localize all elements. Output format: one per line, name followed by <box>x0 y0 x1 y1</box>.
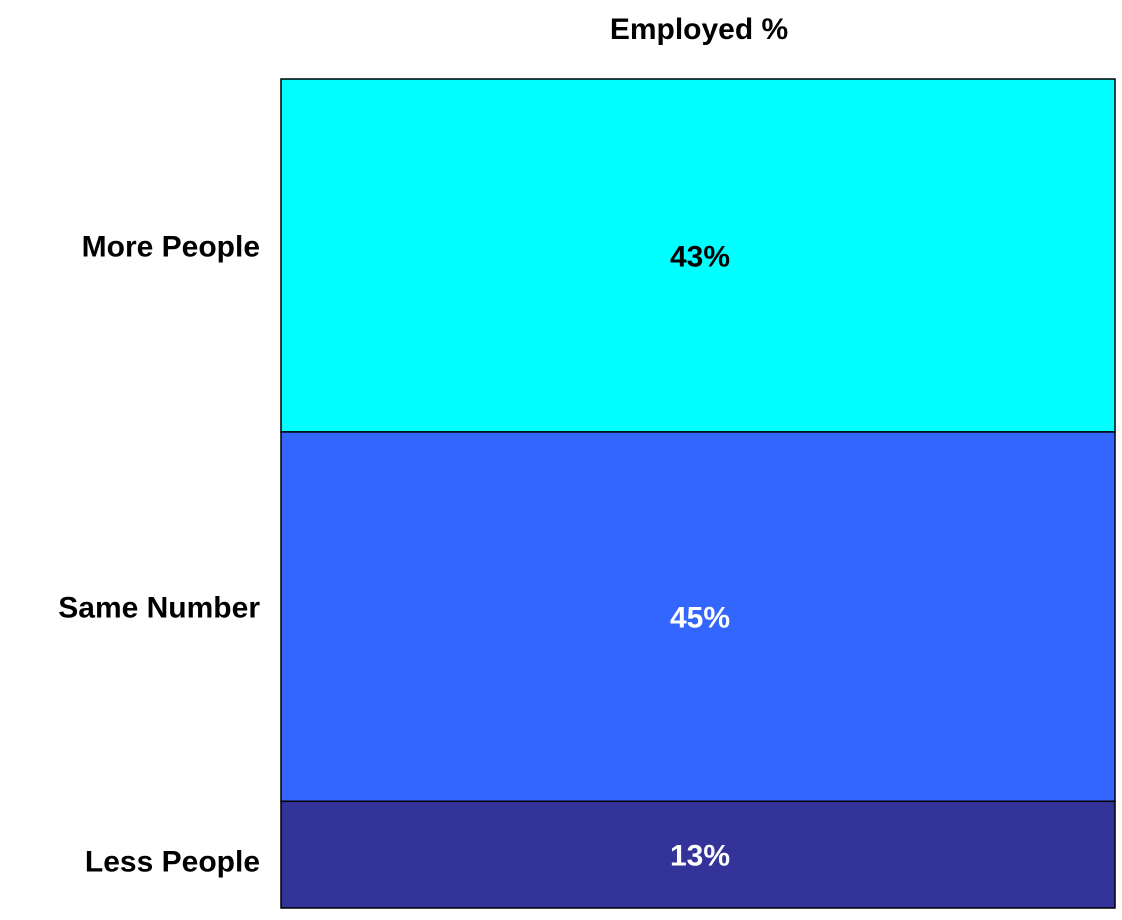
data-labels: 43% 45% 13% <box>670 240 730 872</box>
data-label-less-people: 13% <box>670 840 730 873</box>
bar-segments <box>280 78 1116 909</box>
bar-segment-more-people <box>280 78 1116 433</box>
category-label-same-number: Same Number <box>58 592 260 625</box>
chart-title: Employed % <box>610 13 788 46</box>
category-label-more-people: More People <box>82 230 260 263</box>
bar-segment-same-number <box>280 431 1116 803</box>
category-label-less-people: Less People <box>85 846 260 879</box>
bar-segment-less-people <box>280 800 1116 909</box>
data-label-more-people: 43% <box>670 240 730 273</box>
data-label-same-number: 45% <box>670 602 730 635</box>
category-labels: More People Same Number Less People <box>58 230 260 878</box>
